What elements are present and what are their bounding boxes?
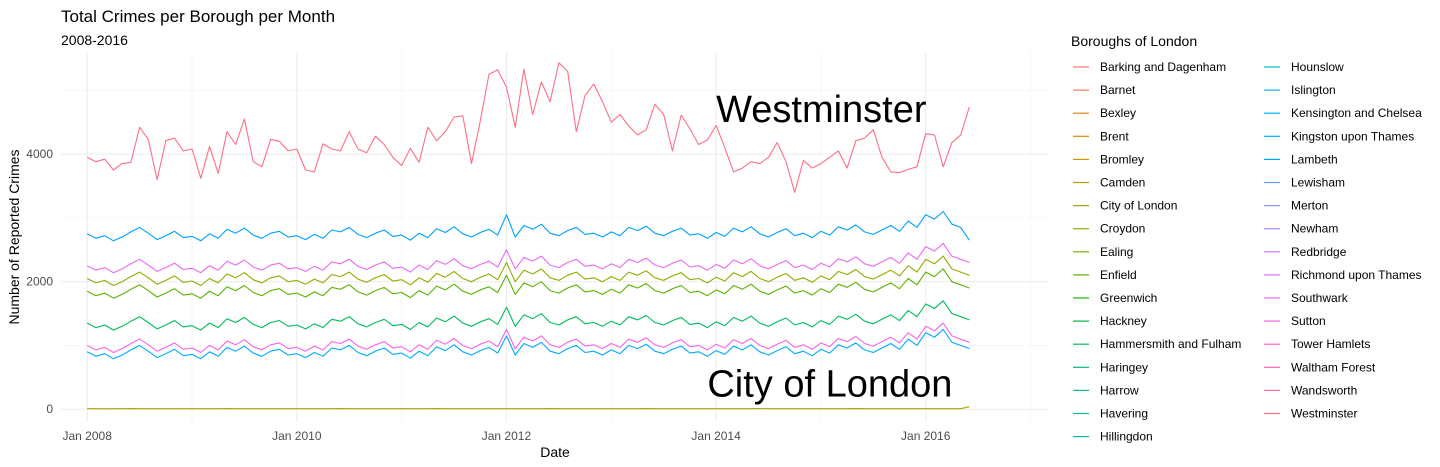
legend-label: Tower Hamlets — [1291, 337, 1370, 351]
legend-label: Newham — [1291, 222, 1338, 236]
legend-label: Harrow — [1100, 383, 1139, 397]
legend-item: Westminster — [1264, 407, 1357, 421]
legend-item: Southwark — [1264, 291, 1349, 305]
legend-label: Wandsworth — [1291, 383, 1357, 397]
legend-label: Kensington and Chelsea — [1291, 106, 1422, 120]
legend-item: Newham — [1264, 222, 1338, 236]
legend-label: Hammersmith and Fulham — [1100, 337, 1241, 351]
legend-label: Merton — [1291, 199, 1328, 213]
legend-item: Merton — [1264, 199, 1328, 213]
series-line-sutton — [86, 322, 970, 354]
chart-title: Total Crimes per Borough per Month — [61, 7, 335, 26]
legend-label: Camden — [1100, 176, 1145, 190]
legend-item: City of London — [1073, 199, 1177, 213]
legend-item: Haringey — [1073, 360, 1148, 374]
legend-item: Sutton — [1264, 314, 1326, 328]
legend-item: Waltham Forest — [1264, 360, 1376, 374]
legend-item: Kingston upon Thames — [1264, 129, 1414, 143]
y-axis-ticks: 0 2000 4000 — [26, 147, 53, 416]
legend-item: Brent — [1073, 129, 1129, 143]
legend-label: Barnet — [1100, 83, 1136, 97]
annotation-westminster: Westminster — [716, 89, 927, 131]
legend-item: Harrow — [1073, 383, 1139, 397]
legend-item: Redbridge — [1264, 245, 1347, 259]
series-line-westminster — [86, 62, 970, 193]
legend-item: Hackney — [1073, 314, 1147, 328]
legend-label: Ealing — [1100, 245, 1133, 259]
legend-label: Haringey — [1100, 360, 1148, 374]
legend-item: Barnet — [1073, 83, 1136, 97]
x-axis-title: Date — [540, 444, 570, 460]
legend: Boroughs of London Barking and DagenhamB… — [1071, 33, 1422, 444]
legend-label: Greenwich — [1100, 291, 1157, 305]
legend-item: Kensington and Chelsea — [1264, 106, 1422, 120]
legend-label: Bromley — [1100, 152, 1144, 166]
legend-item: Hillingdon — [1073, 430, 1153, 444]
legend-label: Lambeth — [1291, 152, 1338, 166]
plot-series — [86, 62, 970, 410]
series-line-croydon — [86, 255, 970, 287]
series-line-hammersmith-and-fulham — [86, 300, 970, 331]
x-tick-label: Jan 2014 — [691, 429, 741, 443]
series-line-enfield — [86, 268, 970, 299]
legend-label: Brent — [1100, 129, 1129, 143]
series-line-lambeth — [86, 210, 970, 242]
plot-grid — [61, 52, 1048, 422]
x-tick-label: Jan 2016 — [901, 429, 951, 443]
series-line-kingston-upon-thames — [86, 328, 970, 360]
legend-label: Islington — [1291, 83, 1336, 97]
plot-annotations: Westminster City of London — [707, 89, 952, 405]
legend-item: Islington — [1264, 83, 1336, 97]
legend-label: Bexley — [1100, 106, 1136, 120]
legend-label: Croydon — [1100, 222, 1145, 236]
y-axis-title: Number of Reported Crimes — [6, 149, 22, 324]
legend-item: Ealing — [1073, 245, 1133, 259]
legend-item: Bromley — [1073, 152, 1144, 166]
x-tick-label: Jan 2012 — [482, 429, 532, 443]
legend-item: Havering — [1073, 407, 1148, 421]
x-tick-label: Jan 2008 — [63, 429, 113, 443]
legend-label: Richmond upon Thames — [1291, 268, 1422, 282]
legend-label: Enfield — [1100, 268, 1137, 282]
legend-label: Hounslow — [1291, 60, 1344, 74]
legend-items: Barking and Dagenham Barnet Bexley Brent Bro… — [1073, 60, 1422, 444]
legend-label: City of London — [1100, 199, 1177, 213]
legend-label: Redbridge — [1291, 245, 1347, 259]
legend-item: Greenwich — [1073, 291, 1157, 305]
legend-item: Enfield — [1073, 268, 1137, 282]
legend-item: Richmond upon Thames — [1264, 268, 1422, 282]
y-tick-label: 2000 — [26, 275, 53, 289]
legend-label: Barking and Dagenham — [1100, 60, 1226, 74]
legend-label: Sutton — [1291, 314, 1326, 328]
legend-label: Hackney — [1100, 314, 1147, 328]
x-axis-ticks: Jan 2008 Jan 2010 Jan 2012 Jan 2014 Jan 2016 — [63, 429, 951, 443]
x-tick-label: Jan 2010 — [272, 429, 322, 443]
legend-item: Barking and Dagenham — [1073, 60, 1226, 74]
y-tick-label: 0 — [46, 402, 53, 416]
legend-label: Westminster — [1291, 407, 1357, 421]
legend-label: Waltham Forest — [1291, 360, 1376, 374]
legend-title: Boroughs of London — [1071, 33, 1197, 49]
series-line-southwark — [86, 242, 970, 274]
annotation-city-of-london: City of London — [707, 363, 952, 405]
legend-label: Havering — [1100, 407, 1148, 421]
legend-item: Bexley — [1073, 106, 1136, 120]
legend-label: Lewisham — [1291, 176, 1345, 190]
legend-item: Lambeth — [1264, 152, 1338, 166]
legend-item: Camden — [1073, 176, 1145, 190]
legend-label: Southwark — [1291, 291, 1349, 305]
legend-item: Hounslow — [1264, 60, 1344, 74]
legend-label: Hillingdon — [1100, 430, 1153, 444]
legend-item: Wandsworth — [1264, 383, 1357, 397]
legend-item: Lewisham — [1264, 176, 1345, 190]
chart-subtitle: 2008-2016 — [61, 32, 128, 48]
series-line-city-of-london — [87, 406, 970, 410]
legend-label: Kingston upon Thames — [1291, 129, 1414, 143]
legend-item: Hammersmith and Fulham — [1073, 337, 1241, 351]
y-tick-label: 4000 — [26, 147, 53, 161]
legend-item: Tower Hamlets — [1264, 337, 1370, 351]
legend-item: Croydon — [1073, 222, 1145, 236]
